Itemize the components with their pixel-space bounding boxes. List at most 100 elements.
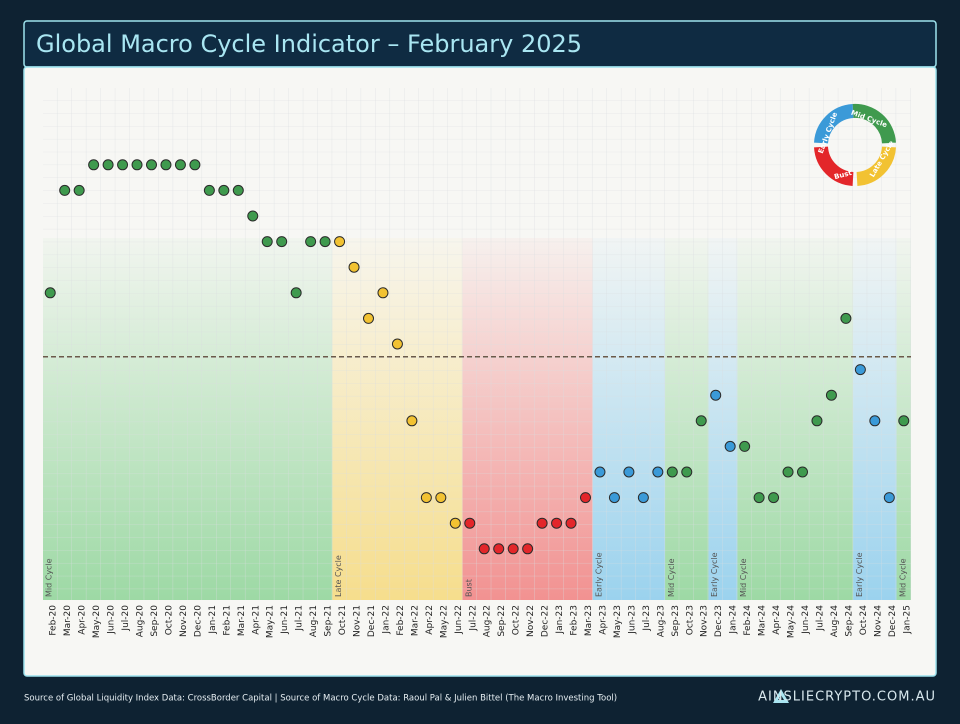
x-tick-label: Feb-20: [49, 605, 59, 636]
dot: [88, 159, 100, 171]
dot: [189, 159, 201, 171]
x-tick-label: Dec-23: [714, 605, 724, 637]
phase-label: Early Cycle: [594, 552, 603, 597]
x-tick-label: Nov-24: [873, 605, 883, 637]
dot: [276, 236, 288, 248]
dot: [768, 492, 780, 504]
dot: [724, 440, 736, 452]
dot: [507, 543, 519, 555]
x-tick-label: Sep-23: [671, 605, 681, 637]
dot: [449, 517, 461, 529]
x-tick-label: Mar-22: [410, 605, 420, 636]
x-tick-label: Nov-22: [526, 605, 536, 637]
icon-arc: [856, 146, 896, 186]
dot: [811, 415, 823, 427]
x-tick-label: Aug-23: [656, 605, 666, 637]
dot: [652, 466, 664, 478]
x-tick-label: Apr-21: [251, 605, 261, 635]
x-tick-label: Jun-22: [454, 605, 464, 635]
x-tick-label: Jun-21: [280, 605, 290, 635]
dot: [710, 389, 722, 401]
x-tick-label: Mar-20: [63, 605, 73, 636]
dot: [290, 287, 302, 299]
x-tick-label: Jan-24: [729, 605, 739, 635]
dot: [363, 312, 374, 324]
x-tick-label: May-22: [439, 605, 449, 638]
x-tick-label: Dec-22: [541, 605, 551, 637]
phase-label: Mid Cycle: [667, 558, 676, 597]
dot: [305, 236, 317, 248]
x-tick-label: Oct-20: [164, 605, 174, 636]
chart-title: Global Macro Cycle Indicator – February …: [36, 30, 582, 58]
dot: [348, 261, 360, 273]
x-tick-label: Dec-21: [367, 605, 377, 637]
dot: [232, 184, 244, 196]
dot: [44, 287, 56, 299]
dot: [898, 415, 910, 427]
dot: [160, 159, 172, 171]
grid: [43, 88, 911, 600]
dot: [102, 159, 114, 171]
phase-label: Mid Cycle: [45, 558, 54, 597]
dot: [131, 159, 143, 171]
x-tick-label: Feb-23: [570, 605, 580, 636]
brand-logo: [773, 689, 789, 703]
dot: [565, 517, 577, 529]
dot: [782, 466, 794, 478]
dot: [319, 236, 331, 248]
dot: [551, 517, 563, 529]
dot: [825, 389, 837, 401]
dot: [869, 415, 881, 427]
dot: [637, 492, 649, 504]
dot: [681, 466, 693, 478]
cycle-icon: Mid Cycle Late Cycle Bust Early Cycle: [814, 103, 896, 186]
x-tick-label: Jun-24: [801, 605, 811, 635]
x-tick-label: Aug-21: [309, 605, 319, 637]
dot: [377, 287, 389, 299]
x-tick-label: Nov-21: [353, 605, 363, 637]
x-tick-label: Oct-23: [685, 605, 695, 635]
dot: [840, 312, 852, 324]
phase-label: Early Cycle: [855, 552, 864, 597]
dot: [59, 184, 71, 196]
dot: [117, 159, 129, 171]
x-tick-label: Jan-22: [381, 605, 391, 635]
dot: [739, 440, 751, 452]
icon-arc: [814, 104, 854, 144]
plot: Mid Cycle Late Cycle Bust Early Cycle Mid Cy…: [43, 159, 912, 638]
x-tick-label: Jul-24: [815, 605, 825, 632]
dot: [464, 517, 476, 529]
dot: [406, 415, 418, 427]
dot: [478, 543, 490, 555]
brand: AINSLIECRYPTO.COM.AU: [758, 690, 936, 705]
x-tick-label: Jun-23: [627, 605, 637, 635]
dot: [73, 184, 85, 196]
source-note: Source of Global Liquidity Index Data: C…: [24, 694, 617, 704]
x-tick-label: Feb-21: [222, 605, 232, 636]
phase-label: Mid Cycle: [739, 558, 748, 597]
dot: [883, 492, 895, 504]
x-tick-label: Nov-23: [700, 605, 710, 637]
phase-label: Mid Cycle: [898, 558, 907, 597]
x-tick-label: Sep-22: [497, 605, 507, 637]
dot: [695, 415, 707, 427]
dot: [666, 466, 678, 478]
x-tick-label: Mar-24: [758, 605, 768, 636]
dot: [522, 543, 534, 555]
dot: [420, 492, 432, 504]
x-tick-label: Nov-20: [179, 605, 189, 637]
dot: [797, 466, 808, 478]
dot: [493, 543, 505, 555]
x-tick-label: Sep-24: [844, 605, 854, 637]
dot: [608, 492, 620, 504]
dot: [146, 159, 157, 171]
dot: [174, 159, 186, 171]
dot: [218, 184, 230, 196]
icon-arc: [852, 103, 896, 144]
x-tick-label: Feb-24: [743, 605, 753, 636]
x-tick-label: Feb-22: [396, 605, 406, 636]
dot: [594, 466, 606, 478]
phase-label: Bust: [464, 579, 473, 597]
